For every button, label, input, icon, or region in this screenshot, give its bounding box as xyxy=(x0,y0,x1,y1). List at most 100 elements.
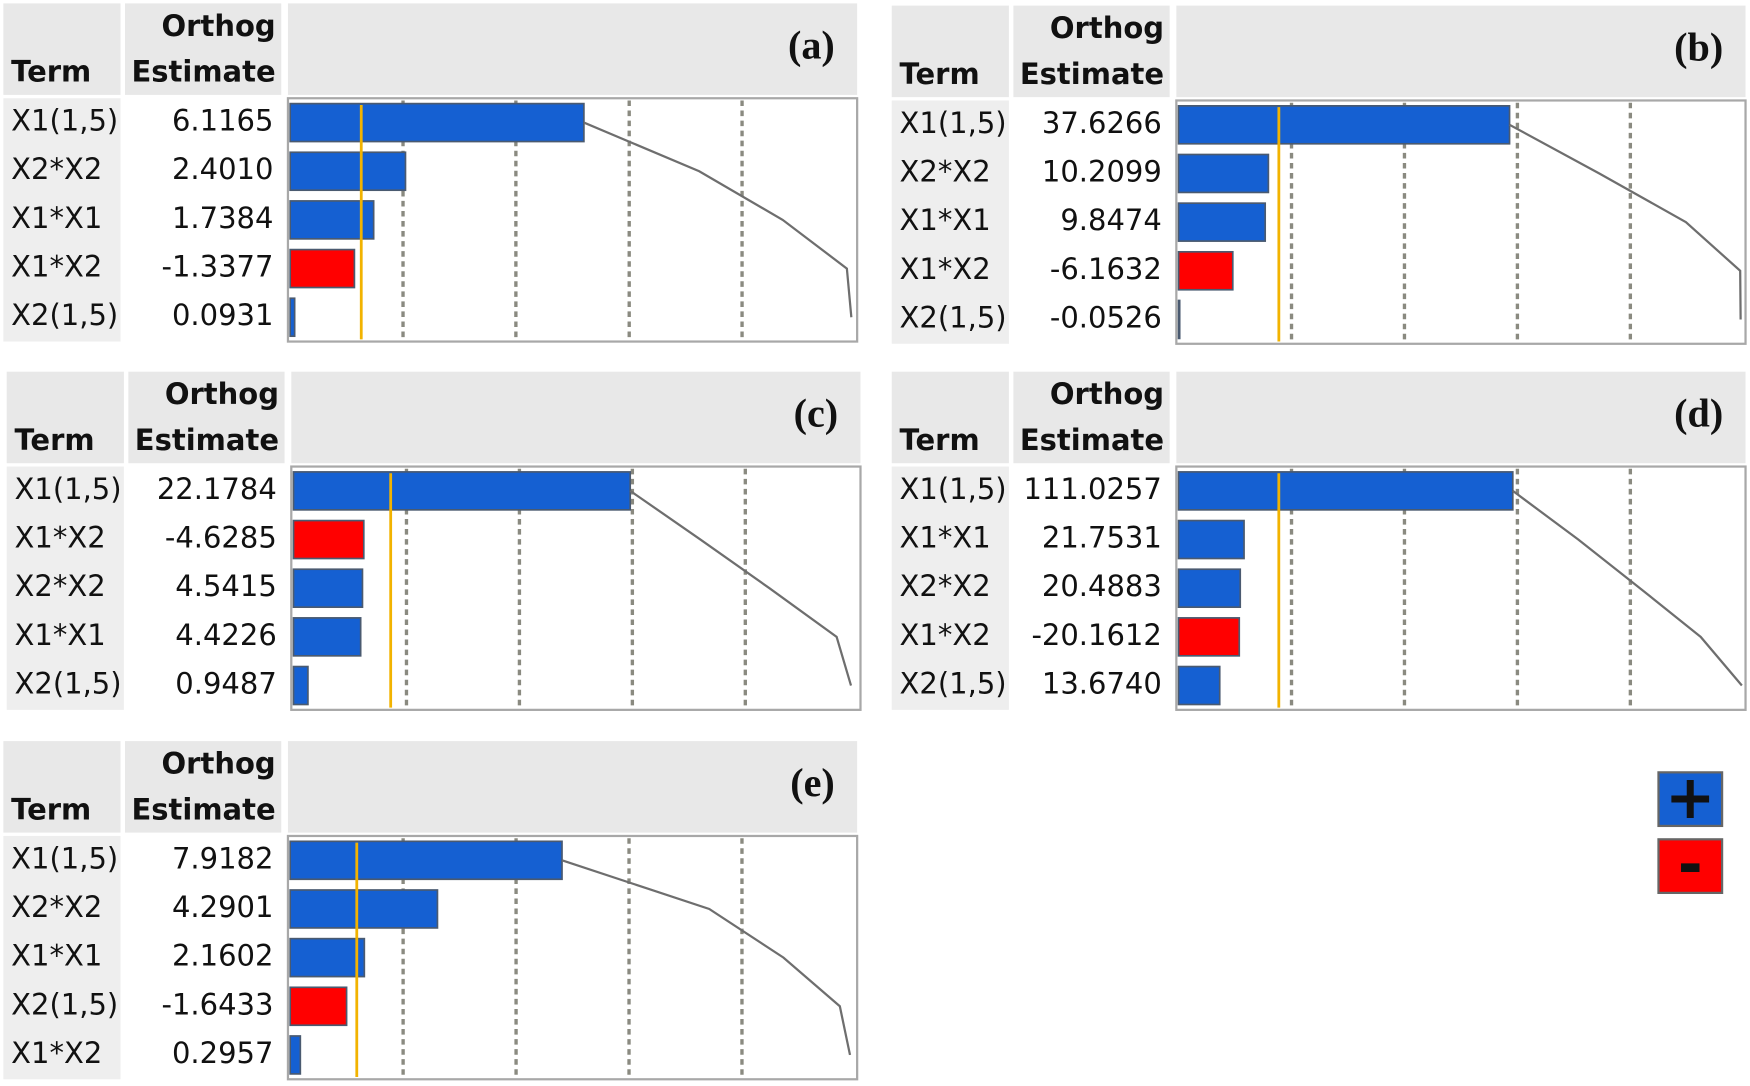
estimate-header: Estimate xyxy=(131,792,275,826)
term-label: X1(1,5) xyxy=(11,841,118,875)
term-label: X2*X2 xyxy=(900,569,991,603)
estimate-label: 9.8474 xyxy=(1060,203,1161,237)
header-cell xyxy=(1013,371,1170,464)
bar xyxy=(1177,568,1242,609)
estimate-label: 21.7531 xyxy=(1042,521,1162,555)
panel-label: (a) xyxy=(788,22,835,67)
term-label: X2*X2 xyxy=(11,152,102,186)
estimate-header: Estimate xyxy=(1020,57,1164,91)
panel-label: (d) xyxy=(1674,391,1723,436)
term-label: X1(1,5) xyxy=(15,472,122,506)
term-label: X1*X1 xyxy=(900,521,991,555)
bar xyxy=(1177,471,1514,511)
cumulative-line xyxy=(583,121,853,318)
panel: Term Orthog Estimate (c) X1(1,5) 22.1784 X1*X2… xyxy=(6,371,862,711)
term-label: X1*X1 xyxy=(11,201,102,235)
bar xyxy=(1177,202,1267,242)
header-cell xyxy=(125,3,282,95)
header-cell xyxy=(891,371,1009,464)
bar xyxy=(289,102,585,143)
estimate-label: -1.6433 xyxy=(162,987,274,1021)
estimate-label: -6.1632 xyxy=(1050,252,1162,286)
term-column xyxy=(6,466,124,710)
estimate-label: 37.6266 xyxy=(1042,106,1162,140)
bar xyxy=(1177,617,1241,657)
term-header: Term xyxy=(900,57,980,91)
legend: +- xyxy=(1657,763,1724,900)
bar xyxy=(292,519,365,560)
panel-label: (c) xyxy=(794,391,839,436)
panel-label: (b) xyxy=(1674,25,1723,70)
header-cell xyxy=(6,371,124,464)
estimate-label: 1.7384 xyxy=(172,201,273,235)
panel: Term Orthog Estimate (b) X1(1,5) 37.6266 X2*X2… xyxy=(891,5,1747,345)
term-header: Term xyxy=(11,792,91,826)
estimate-header: Estimate xyxy=(131,55,275,89)
panel: Term Orthog Estimate (e) X1(1,5) 7.9182 X2*X2 4… xyxy=(3,741,859,1081)
estimate-header: Orthog xyxy=(162,9,276,43)
bar xyxy=(292,665,309,706)
term-label: X1*X2 xyxy=(15,521,106,555)
estimate-label: 4.2901 xyxy=(172,890,273,924)
term-label: X2(1,5) xyxy=(900,300,1007,334)
estimate-label: 6.1165 xyxy=(172,104,273,138)
estimate-label: 0.2957 xyxy=(172,1036,273,1070)
estimate-label: 0.0931 xyxy=(172,298,273,332)
term-header: Term xyxy=(11,55,91,89)
estimate-header: Estimate xyxy=(1020,423,1164,457)
estimate-label: 0.9487 xyxy=(175,667,276,701)
estimate-label: 13.6740 xyxy=(1042,667,1162,701)
term-column xyxy=(891,100,1009,344)
term-header: Term xyxy=(15,423,95,457)
cumulative-line xyxy=(629,489,853,686)
term-column xyxy=(3,835,121,1080)
term-column xyxy=(3,98,121,342)
term-label: X2(1,5) xyxy=(900,667,1007,701)
header-cell xyxy=(3,3,121,95)
cumulative-line xyxy=(1509,123,1742,320)
bar xyxy=(1177,299,1181,340)
header-cell xyxy=(1176,371,1746,464)
term-column xyxy=(891,466,1009,710)
bar xyxy=(289,1035,302,1075)
term-label: X1*X2 xyxy=(11,250,102,284)
header-cell xyxy=(1013,5,1170,98)
estimate-label: 2.1602 xyxy=(172,939,273,973)
header-cell xyxy=(3,741,121,833)
term-label: X2*X2 xyxy=(15,569,106,603)
estimate-label: 10.2099 xyxy=(1042,154,1162,188)
bar xyxy=(289,889,439,929)
estimate-header: Orthog xyxy=(1050,11,1164,45)
bar xyxy=(289,297,296,338)
header-cell xyxy=(125,741,282,833)
bar xyxy=(289,200,375,240)
header-cell xyxy=(291,371,861,464)
bar xyxy=(1177,665,1221,706)
estimate-label: 7.9182 xyxy=(172,841,273,875)
term-label: X1(1,5) xyxy=(11,104,118,138)
term-label: X1*X1 xyxy=(15,618,106,652)
bar xyxy=(292,568,364,609)
term-label: X2(1,5) xyxy=(15,667,122,701)
bar xyxy=(292,471,632,511)
term-label: X1*X1 xyxy=(11,939,102,973)
term-label: X2(1,5) xyxy=(11,987,118,1021)
estimate-label: 20.4883 xyxy=(1042,569,1162,603)
bar xyxy=(289,248,356,289)
bar xyxy=(289,986,348,1027)
term-label: X1*X1 xyxy=(900,203,991,237)
bar xyxy=(1177,153,1270,194)
estimate-header: Orthog xyxy=(1050,377,1164,411)
panel-label: (e) xyxy=(790,760,835,805)
header-cell xyxy=(287,741,858,833)
term-label: X1(1,5) xyxy=(900,472,1007,506)
term-label: X2*X2 xyxy=(11,890,102,924)
term-label: X1(1,5) xyxy=(900,106,1007,140)
bar xyxy=(289,937,366,978)
estimate-label: -0.0526 xyxy=(1050,300,1162,334)
term-label: X1*X2 xyxy=(900,252,991,286)
bar xyxy=(289,151,407,192)
estimate-label: -20.1612 xyxy=(1031,618,1161,652)
estimate-header: Estimate xyxy=(135,423,279,457)
bar xyxy=(292,617,362,657)
